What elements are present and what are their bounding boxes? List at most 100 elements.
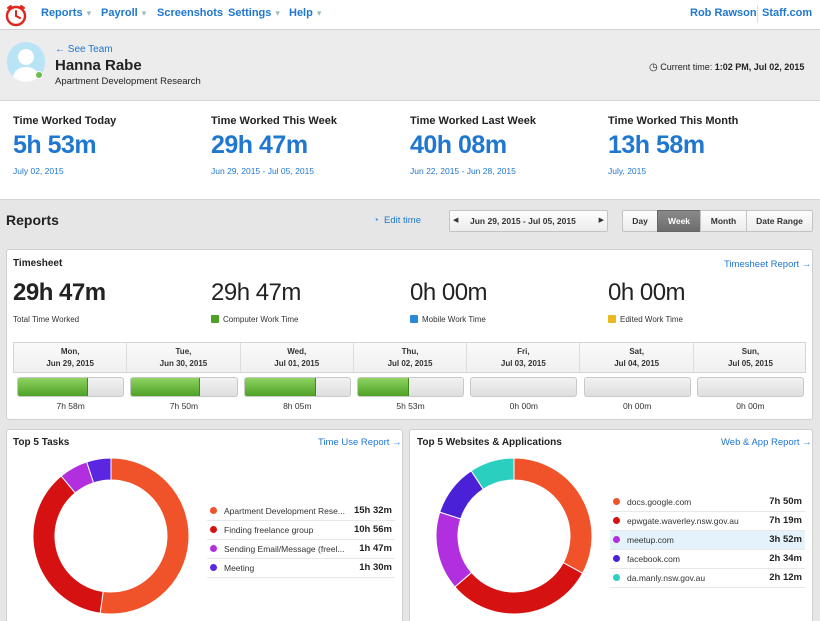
donut-slice[interactable] — [99, 457, 190, 615]
stat-value: 5h 53m — [13, 131, 97, 159]
legend-item[interactable]: Meeting 1h 30m — [207, 559, 395, 578]
segment-date-range[interactable]: Date Range — [746, 210, 813, 232]
day-date: Jul 04, 2015 — [614, 359, 660, 368]
day-date: Jul 03, 2015 — [500, 359, 546, 368]
employee-name: Hanna Rabe — [55, 57, 142, 74]
legend-dot-icon — [210, 545, 217, 552]
prev-range-button[interactable]: ◀ — [453, 217, 459, 224]
legend-item[interactable]: Finding freelance group 10h 56m — [207, 521, 395, 540]
legend-item[interactable]: Apartment Development Rese... 15h 32m — [207, 502, 395, 521]
edit-time-label: Edit time — [384, 215, 421, 226]
total-label: Edited Work Time — [620, 315, 683, 324]
total-label: Computer Work Time — [223, 315, 299, 324]
see-team-link[interactable]: ← See Team — [55, 44, 113, 55]
nav-divider — [757, 5, 758, 23]
stat-date: Jun 29, 2015 - Jul 05, 2015 — [211, 166, 315, 176]
timesheet-report-link[interactable]: Timesheet Report → — [724, 259, 812, 270]
nav-company[interactable]: Staff.com — [762, 7, 813, 19]
chevron-down-icon: ▾ — [275, 8, 280, 18]
current-time: ◷ Current time: 1:02 PM, Jul 02, 2015 — [649, 62, 804, 73]
profile-header: ← See Team Hanna Rabe Apartment Developm… — [0, 30, 820, 100]
stat-this-month: Time Worked This Month 13h 58m July, 201… — [608, 115, 738, 176]
legend-duration: 1h 47m — [359, 543, 392, 554]
segment-week[interactable]: Week — [657, 210, 701, 232]
day-progress-bar[interactable] — [583, 377, 691, 397]
day-date: Jul 05, 2015 — [727, 359, 773, 368]
donut-slice[interactable] — [513, 457, 593, 574]
web-app-report-link[interactable]: Web & App Report → — [721, 437, 812, 448]
time-use-report-link[interactable]: Time Use Report → — [318, 437, 402, 448]
top-websites-title: Top 5 Websites & Applications — [417, 437, 562, 448]
top-websites-card — [409, 429, 813, 621]
clock-logo-icon[interactable] — [4, 3, 28, 27]
legend-dot-icon — [613, 555, 620, 562]
date-range-picker: ◀ Jun 29, 2015 - Jul 05, 2015 ▶ — [449, 210, 608, 232]
legend-dot-icon — [613, 574, 620, 581]
current-time-label: Current time: — [660, 62, 713, 72]
legend-label: docs.google.com — [627, 497, 692, 507]
legend-duration: 2h 12m — [769, 572, 802, 583]
websites-legend: docs.google.com 7h 50m epwgate.waverley.ns… — [610, 493, 805, 588]
top-tasks-title: Top 5 Tasks — [13, 437, 70, 448]
day-progress-bar[interactable] — [17, 377, 125, 397]
legend-duration: 7h 50m — [769, 496, 802, 507]
legend-duration: 3h 52m — [769, 534, 802, 545]
current-time-value: 1:02 PM, Jul 02, 2015 — [714, 62, 805, 72]
stat-label: Time Worked Today — [13, 115, 117, 127]
day-name: Thu, — [401, 347, 419, 356]
legend-dot-icon — [210, 507, 217, 514]
day-progress-bar[interactable] — [130, 377, 238, 397]
day-date: Jun 30, 2015 — [159, 359, 208, 368]
legend-duration: 2h 34m — [769, 553, 802, 564]
stat-value: 29h 47m — [211, 131, 308, 159]
stat-this-week: Time Worked This Week 29h 47m Jun 29, 20… — [211, 115, 337, 176]
donut-slice[interactable] — [454, 562, 584, 615]
nav-reports[interactable]: Reports ▾ — [41, 7, 92, 19]
donut-slice[interactable] — [435, 511, 473, 588]
donut-slice[interactable] — [470, 457, 515, 490]
day-header: Wed, Jul 01, 2015 — [241, 343, 354, 372]
nav-help[interactable]: Help ▾ — [289, 7, 322, 19]
day-progress-bar[interactable] — [356, 377, 465, 397]
day-value: 5h 53m — [396, 401, 425, 411]
day-header: Mon, Jun 29, 2015 — [14, 343, 128, 372]
legend-item[interactable]: docs.google.com 7h 50m — [610, 493, 805, 512]
total-value: 0h 00m — [410, 279, 488, 306]
day-date: Jul 02, 2015 — [387, 359, 433, 368]
nav-payroll[interactable]: Payroll ▾ — [101, 7, 147, 19]
day-progress-bar[interactable] — [696, 377, 805, 397]
donut-slice[interactable] — [86, 457, 112, 484]
day-value: 0h 00m — [509, 401, 539, 411]
websites-donut-chart — [435, 457, 593, 615]
legend-item[interactable]: epwgate.waverley.nsw.gov.au 7h 19m — [610, 512, 805, 531]
legend-dot-icon — [613, 536, 620, 543]
day-value: 0h 00m — [622, 401, 652, 411]
edit-time-button[interactable]: ◔ Edit time — [373, 215, 421, 226]
day-progress-bar[interactable] — [243, 377, 351, 397]
donut-slice[interactable] — [32, 475, 104, 614]
day-header: Tue, Jun 30, 2015 — [127, 343, 241, 372]
legend-label: Sending Email/Message (freel... — [224, 544, 345, 554]
stat-label: Time Worked This Week — [211, 115, 337, 127]
day-progress-fill — [131, 378, 201, 396]
segment-day[interactable]: Day — [622, 210, 658, 232]
day-progress-bar[interactable] — [470, 377, 578, 397]
day-date: Jul 01, 2015 — [274, 359, 320, 368]
segment-month[interactable]: Month — [700, 210, 747, 232]
legend-item[interactable]: Sending Email/Message (freel... 1h 47m — [207, 540, 395, 559]
legend-duration: 10h 56m — [353, 524, 392, 535]
nav-screenshots[interactable]: Screenshots — [157, 7, 224, 19]
nav-settings[interactable]: Settings ▾ — [228, 7, 280, 19]
clock-icon: ◔ — [373, 215, 379, 226]
total-time-worked: 29h 47m Total Time Worked — [13, 279, 106, 324]
legend-label: meetup.com — [627, 535, 674, 545]
legend-item[interactable]: facebook.com 2h 34m — [610, 550, 805, 569]
nav-user[interactable]: Rob Rawson — [690, 7, 757, 19]
legend-item[interactable]: da.manly.nsw.gov.au 2h 12m — [610, 569, 805, 588]
legend-item[interactable]: meetup.com 3h 52m — [610, 531, 805, 550]
total-value: 0h 00m — [608, 279, 686, 306]
next-range-button[interactable]: ▶ — [598, 217, 604, 224]
total-value: 29h 47m — [211, 279, 301, 306]
stats-bar: Time Worked Today 5h 53m July 02, 2015 T… — [0, 100, 820, 200]
stat-value: 40h 08m — [410, 131, 507, 159]
